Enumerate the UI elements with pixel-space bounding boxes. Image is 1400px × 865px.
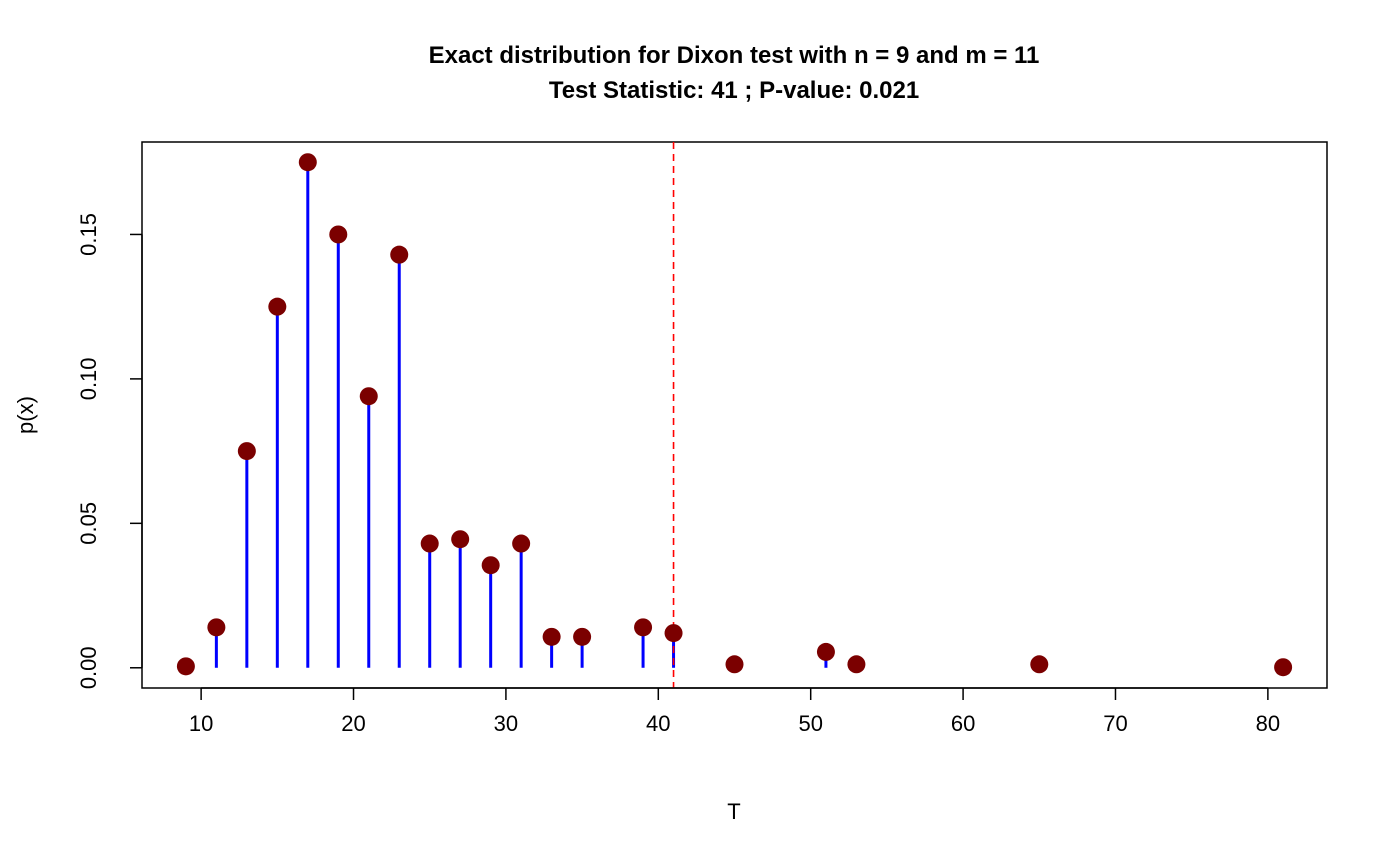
x-tick-label: 70 [1103,711,1127,736]
plot-frame [141,141,1328,689]
data-point [390,245,409,264]
x-tick-label: 60 [951,711,975,736]
data-point [451,530,470,549]
y-tick-label: 0.15 [76,213,101,256]
y-tick-label: 0.00 [76,646,101,689]
x-tick-label: 80 [1256,711,1280,736]
data-point [268,297,287,316]
data-point [420,534,439,553]
data-point [481,556,500,575]
y-axis-label: p(x) [13,396,38,434]
data-point [664,624,683,643]
data-point [207,618,226,637]
x-tick-label: 10 [189,711,213,736]
axes: 10 20 30 40 50 60 70 80 0.00 0.05 0.10 0.15 [76,213,1280,736]
data-point [359,387,378,406]
data-point [329,225,348,244]
chart-subtitle: Test Statistic: 41 ; P-value: 0.021 [549,77,919,104]
data-point [1030,655,1049,674]
x-tick-label: 20 [341,711,365,736]
data-point [1274,658,1293,677]
x-tick-label: 50 [798,711,822,736]
data-marks [176,142,1293,688]
data-point [573,627,592,646]
data-point [176,657,195,676]
data-point [816,642,835,661]
data-point [298,153,317,172]
data-point [634,618,653,637]
data-point [847,655,866,674]
x-axis-label: T [727,799,740,824]
x-tick-label: 30 [494,711,518,736]
chart-title: Exact distribution for Dixon test with n… [429,42,1040,69]
data-point [542,627,561,646]
data-point [237,442,256,461]
data-point [512,534,531,553]
data-point [725,655,744,674]
x-tick-label: 40 [646,711,670,736]
y-tick-label: 0.05 [76,502,101,545]
y-tick-label: 0.10 [76,357,101,400]
